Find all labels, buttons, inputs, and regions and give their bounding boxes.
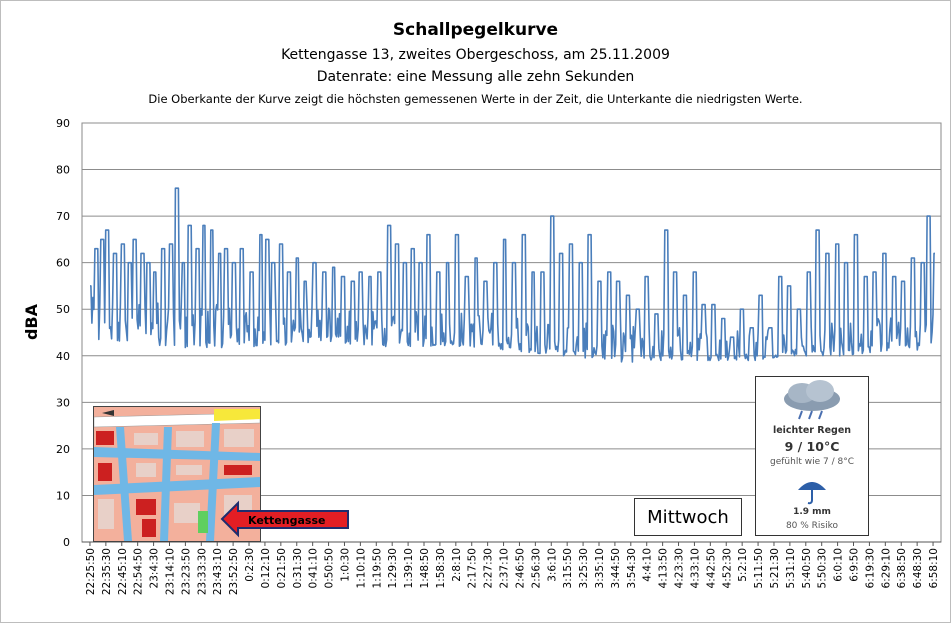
x-tick-label: 5:21:30: [769, 548, 781, 588]
x-tick-label: 2:56:30: [530, 548, 542, 588]
arrow-street-label: Kettengasse: [248, 514, 326, 527]
x-tick-label: 4:42:50: [705, 548, 717, 588]
x-tick-label: 0:50:50: [324, 548, 336, 588]
x-tick-label: 3:6:10: [546, 548, 558, 582]
x-tick-label: 22:45:10: [117, 548, 129, 595]
x-tick-label: 23:52:50: [228, 548, 240, 595]
y-tick-label: 50: [56, 303, 70, 316]
x-tick-label: 3:54:30: [626, 548, 638, 588]
y-tick-label: 0: [63, 536, 70, 549]
x-tick-label: 3:44:50: [610, 548, 622, 588]
x-tick-label: 4:23:30: [674, 548, 686, 588]
x-tick-label: 4:33:10: [689, 548, 701, 588]
sound-level-series-line: [90, 187, 935, 363]
day-label: Mittwoch: [634, 498, 742, 536]
x-tick-label: 3:35:10: [594, 548, 606, 588]
weather-box: leichter Regen 9 / 10°C gefühlt wie 7 / …: [755, 376, 869, 536]
x-tick-label: 2:27:30: [483, 548, 495, 588]
x-tick-label: 0:21:50: [276, 548, 288, 588]
x-tick-label: 5:2:10: [737, 548, 749, 582]
street-map-image: [94, 407, 260, 541]
street-map-inset: [93, 406, 261, 542]
x-tick-label: 6:0:10: [833, 548, 845, 582]
y-tick-label: 40: [56, 350, 70, 363]
x-tick-labels: 22:25:50 22:35:30 22:45:10 22:54:50 23:4:30 2…: [85, 542, 940, 595]
x-tick-label: 3:25:30: [578, 548, 590, 588]
x-tick-label: 2:46:50: [514, 548, 526, 588]
y-tick-labels: 0 10 20 30 40 50 60 70 80 90: [56, 117, 70, 549]
y-tick-label: 30: [56, 396, 70, 409]
x-tick-label: 22:35:30: [101, 548, 113, 595]
x-tick-label: 0:12:10: [260, 548, 272, 588]
chart-note: Die Oberkante der Kurve zeigt die höchst…: [148, 92, 803, 106]
x-tick-label: 23:33:30: [196, 548, 208, 595]
weather-precipitation: 1.9 mm: [793, 507, 831, 517]
x-tick-label: 4:4:10: [642, 548, 654, 582]
chart-subtitle-rate: Datenrate: eine Messung alle zehn Sekund…: [316, 69, 635, 85]
x-tick-label: 22:54:50: [133, 548, 145, 595]
x-tick-label: 5:50:30: [817, 548, 829, 588]
x-tick-label: 6:48:30: [912, 548, 924, 588]
x-tick-label: 6:29:10: [880, 548, 892, 588]
x-tick-label: 23:43:10: [212, 548, 224, 595]
weather-feels-like: gefühlt wie 7 / 8°C: [770, 457, 854, 467]
umbrella-icon: [798, 482, 826, 505]
y-tick-label: 20: [56, 443, 70, 456]
y-tick-label: 80: [56, 164, 70, 177]
weather-temperature: 9 / 10°C: [784, 439, 840, 454]
x-tick-label: 23:23:50: [180, 548, 192, 595]
x-tick-label: 22:25:50: [85, 548, 97, 595]
x-tick-label: 0:2:30: [244, 548, 256, 582]
x-tick-label: 2:8:10: [451, 548, 463, 582]
x-tick-label: 0:31:30: [292, 548, 304, 588]
x-tick-label: 2:37:10: [499, 548, 511, 588]
x-tick-label: 4:13:50: [658, 548, 670, 588]
x-tick-label: 23:14:10: [164, 548, 176, 595]
x-tick-label: 6:9:50: [849, 548, 861, 582]
x-tick-label: 6:38:50: [896, 548, 908, 588]
x-tick-label: 1:29:30: [387, 548, 399, 588]
weather-risk: 80 % Risiko: [785, 521, 839, 531]
weather-description: leichter Regen: [772, 425, 852, 436]
x-tick-label: 1:48:50: [419, 548, 431, 588]
y-tick-label: 60: [56, 257, 70, 270]
y-tick-label: 90: [56, 117, 70, 130]
y-tick-label: 10: [56, 489, 70, 502]
x-tick-label: 4:52:30: [721, 548, 733, 588]
x-tick-label: 5:11:50: [753, 548, 765, 588]
y-tick-label: 70: [56, 210, 70, 223]
x-tick-label: 23:4:30: [149, 548, 161, 588]
x-tick-label: 1:58:30: [435, 548, 447, 588]
x-tick-label: 2:17:50: [467, 548, 479, 588]
x-tick-label: 1:19:50: [371, 548, 383, 588]
x-tick-label: 1:39:10: [403, 548, 415, 588]
x-tick-label: 6:58:10: [928, 548, 940, 588]
rain-cloud-icon: [784, 380, 840, 420]
x-tick-label: 0:41:10: [308, 548, 320, 588]
x-tick-label: 1:0:30: [339, 548, 351, 582]
x-tick-label: 6:19:30: [864, 548, 876, 588]
chart-subtitle-location: Kettengasse 13, zweites Obergeschoss, am…: [281, 47, 670, 63]
x-tick-label: 5:31:10: [785, 548, 797, 588]
x-tick-label: 1:10:10: [355, 548, 367, 588]
x-tick-label: 5:40:50: [801, 548, 813, 588]
x-tick-label: 3:15:50: [562, 548, 574, 588]
chart-title: Schallpegelkurve: [392, 20, 559, 40]
